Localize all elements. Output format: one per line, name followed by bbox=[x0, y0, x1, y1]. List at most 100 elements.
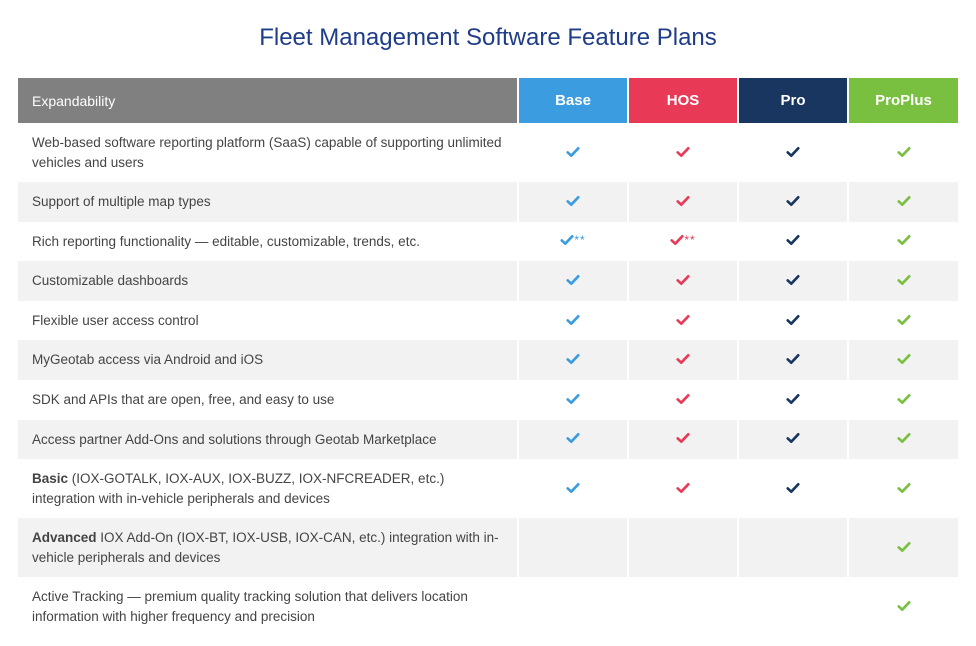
check-icon bbox=[676, 481, 690, 495]
check-icon bbox=[670, 233, 684, 247]
plan-cell-hos bbox=[628, 459, 738, 518]
table-row: SDK and APIs that are open, free, and ea… bbox=[18, 380, 958, 420]
check-icon bbox=[566, 313, 580, 327]
check-icon bbox=[560, 233, 574, 247]
check-icon bbox=[676, 313, 690, 327]
feature-label: MyGeotab access via Android and iOS bbox=[18, 340, 518, 380]
feature-label: Support of multiple map types bbox=[18, 182, 518, 222]
plan-cell-proplus bbox=[848, 380, 958, 420]
plan-cell-proplus bbox=[848, 182, 958, 222]
check-icon bbox=[897, 233, 911, 247]
check-icon bbox=[897, 194, 911, 208]
table-row: Rich reporting functionality — editable,… bbox=[18, 222, 958, 262]
check-icon bbox=[676, 392, 690, 406]
feature-label: Basic (IOX-GOTALK, IOX-AUX, IOX-BUZZ, IO… bbox=[18, 459, 518, 518]
plan-cell-proplus bbox=[848, 123, 958, 182]
plan-cell-hos bbox=[628, 518, 738, 577]
plan-cell-hos bbox=[628, 380, 738, 420]
plan-cell-proplus bbox=[848, 340, 958, 380]
plan-cell-pro bbox=[738, 301, 848, 341]
check-icon bbox=[897, 540, 911, 554]
plan-cell-proplus bbox=[848, 301, 958, 341]
check-icon bbox=[897, 431, 911, 445]
table-row: Customizable dashboards bbox=[18, 261, 958, 301]
plan-header-hos: HOS bbox=[628, 78, 738, 123]
plan-cell-pro bbox=[738, 123, 848, 182]
plan-cell-pro bbox=[738, 340, 848, 380]
feature-label: SDK and APIs that are open, free, and ea… bbox=[18, 380, 518, 420]
plan-cell-base bbox=[518, 340, 628, 380]
table-row: Active Tracking — premium quality tracki… bbox=[18, 577, 958, 636]
plan-header-pro: Pro bbox=[738, 78, 848, 123]
check-icon bbox=[566, 431, 580, 445]
check-icon bbox=[897, 599, 911, 613]
plan-label: Base bbox=[555, 92, 591, 109]
plan-label: ProPlus bbox=[875, 92, 932, 109]
check-icon bbox=[566, 392, 580, 406]
plan-cell-pro bbox=[738, 459, 848, 518]
check-icon bbox=[566, 194, 580, 208]
plan-cell-pro bbox=[738, 577, 848, 636]
check-icon bbox=[676, 194, 690, 208]
check-icon bbox=[897, 273, 911, 287]
plan-cell-proplus bbox=[848, 261, 958, 301]
feature-label: Customizable dashboards bbox=[18, 261, 518, 301]
check-icon bbox=[676, 352, 690, 366]
table-row: Basic (IOX-GOTALK, IOX-AUX, IOX-BUZZ, IO… bbox=[18, 459, 958, 518]
table-row: Support of multiple map types bbox=[18, 182, 958, 222]
check-icon bbox=[786, 481, 800, 495]
feature-label: Rich reporting functionality — editable,… bbox=[18, 222, 518, 262]
plan-cell-hos bbox=[628, 301, 738, 341]
plan-cell-hos bbox=[628, 123, 738, 182]
feature-label: Flexible user access control bbox=[18, 301, 518, 341]
table-row: Web-based software reporting platform (S… bbox=[18, 123, 958, 182]
check-icon bbox=[676, 431, 690, 445]
plan-cell-hos bbox=[628, 182, 738, 222]
check-icon bbox=[786, 392, 800, 406]
check-icon bbox=[566, 145, 580, 159]
feature-label: Active Tracking — premium quality tracki… bbox=[18, 577, 518, 636]
check-icon bbox=[566, 481, 580, 495]
plan-cell-pro bbox=[738, 420, 848, 460]
plan-cell-base bbox=[518, 182, 628, 222]
plan-cell-proplus bbox=[848, 222, 958, 262]
plan-cell-base bbox=[518, 459, 628, 518]
plan-cell-pro bbox=[738, 380, 848, 420]
plan-cell-base bbox=[518, 518, 628, 577]
check-icon bbox=[566, 352, 580, 366]
check-icon bbox=[566, 273, 580, 287]
check-icon bbox=[786, 431, 800, 445]
asterisk-note: ** bbox=[574, 233, 585, 247]
page: Fleet Management Software Feature Plans … bbox=[0, 0, 976, 646]
plan-cell-base bbox=[518, 261, 628, 301]
plan-cell-proplus bbox=[848, 577, 958, 636]
table-row: Advanced IOX Add-On (IOX-BT, IOX-USB, IO… bbox=[18, 518, 958, 577]
plan-label: Pro bbox=[780, 92, 805, 109]
plan-cell-hos bbox=[628, 340, 738, 380]
plan-header-proplus: ProPlus bbox=[848, 78, 958, 123]
check-icon bbox=[897, 352, 911, 366]
plan-cell-base bbox=[518, 420, 628, 460]
plan-cell-pro bbox=[738, 222, 848, 262]
plan-cell-hos bbox=[628, 577, 738, 636]
check-icon bbox=[786, 233, 800, 247]
plan-cell-pro bbox=[738, 182, 848, 222]
plan-cell-proplus bbox=[848, 518, 958, 577]
table-row: MyGeotab access via Android and iOS bbox=[18, 340, 958, 380]
plan-cell-pro bbox=[738, 518, 848, 577]
check-icon bbox=[786, 352, 800, 366]
check-icon bbox=[676, 145, 690, 159]
plan-cell-hos bbox=[628, 261, 738, 301]
table-row: Flexible user access control bbox=[18, 301, 958, 341]
plan-cell-base bbox=[518, 123, 628, 182]
page-title: Fleet Management Software Feature Plans bbox=[18, 24, 958, 52]
table-row: Access partner Add-Ons and solutions thr… bbox=[18, 420, 958, 460]
asterisk-note: ** bbox=[684, 233, 695, 247]
check-icon bbox=[897, 145, 911, 159]
plan-cell-base bbox=[518, 380, 628, 420]
check-icon bbox=[897, 481, 911, 495]
plan-cell-hos: ** bbox=[628, 222, 738, 262]
check-icon bbox=[786, 145, 800, 159]
plan-cell-hos bbox=[628, 420, 738, 460]
check-icon bbox=[676, 273, 690, 287]
